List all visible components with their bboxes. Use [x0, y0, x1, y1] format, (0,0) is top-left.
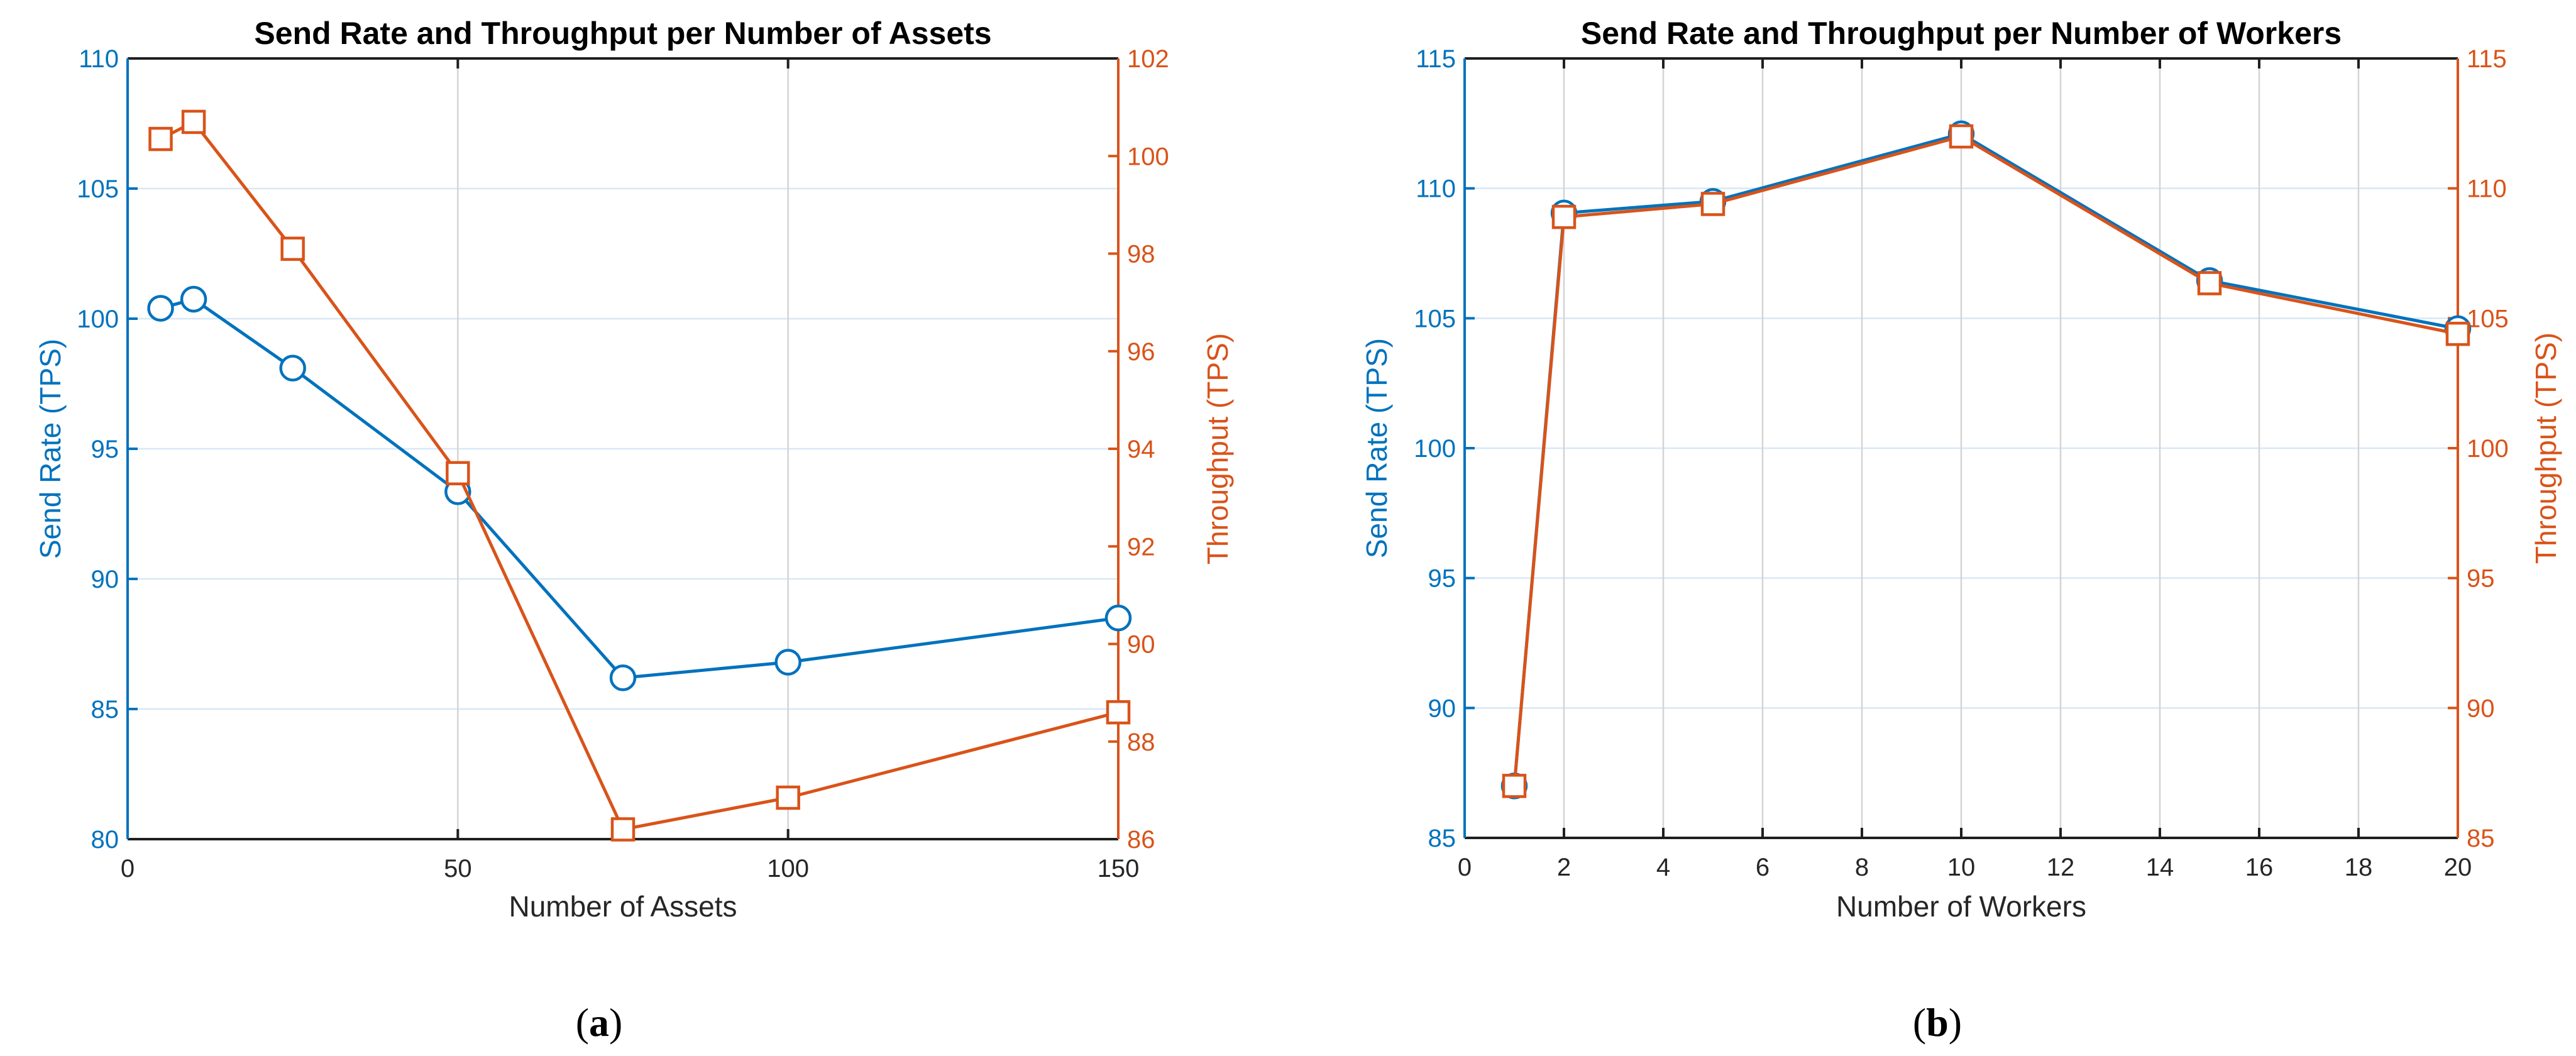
x-axis-tick-label: 16 — [2245, 854, 2274, 881]
x-axis-tick-label: 10 — [1947, 854, 1976, 881]
square-marker — [446, 461, 470, 486]
square-marker — [1551, 204, 1577, 229]
right-axis-tick-label: 98 — [1127, 241, 1155, 268]
x-axis-label: Number of Assets — [509, 890, 737, 923]
x-axis-label: Number of Workers — [1836, 890, 2086, 923]
square-marker — [280, 236, 305, 261]
left-axis-label: Send Rate (TPS) — [34, 339, 67, 559]
square-marker — [776, 785, 800, 810]
square-marker — [181, 109, 206, 135]
caption-paren-open: ( — [576, 1000, 589, 1045]
right-axis-tick-label: 90 — [1127, 631, 1155, 659]
x-axis-tick-label: 14 — [2146, 854, 2174, 881]
circle-marker — [774, 649, 801, 676]
chart-b-series-line-throughput — [1512, 135, 2460, 788]
right-axis-tick-label: 100 — [1127, 143, 1169, 170]
x-axis-tick-label: 8 — [1855, 854, 1869, 881]
right-axis-tick-label: 115 — [2467, 45, 2507, 73]
left-axis-tick-label: 100 — [77, 305, 119, 333]
left-axis-label: Send Rate (TPS) — [1360, 338, 1393, 558]
chart-a-series-line-throughput — [159, 120, 1120, 831]
right-axis-tick-label: 92 — [1127, 533, 1155, 561]
chart-a: 80 85 90 95 100 105 110 86 88 90 92 94 96 98 100 102 0 50… — [34, 16, 1234, 1045]
left-axis-tick-label: 105 — [1414, 305, 1456, 333]
chart-b: 85 90 95 100 105 110 115 85 90 95 100 105 110 115 0 2 4 6… — [1360, 16, 2562, 1045]
chart-title: Send Rate and Throughput per Number of W… — [1581, 16, 2342, 51]
caption-paren-close: ) — [1949, 1000, 1962, 1045]
circle-marker — [609, 664, 637, 691]
left-axis-tick-label: 110 — [79, 45, 119, 73]
circle-marker — [279, 355, 306, 382]
square-marker — [2197, 271, 2222, 295]
x-axis-tick-label: 2 — [1557, 854, 1571, 881]
x-axis-tick-label: 100 — [767, 855, 809, 883]
caption-paren-close: ) — [609, 1000, 622, 1045]
left-axis-tick-label: 90 — [91, 566, 119, 593]
x-axis-tick-label: 0 — [1458, 854, 1472, 881]
left-axis-tick-label: 105 — [77, 175, 119, 203]
right-axis-tick-label: 102 — [1127, 45, 1169, 73]
right-axis-tick-label: 88 — [1127, 729, 1155, 756]
x-axis-tick-label: 4 — [1656, 854, 1670, 881]
left-axis-tick-label: 100 — [1414, 435, 1456, 463]
left-axis-tick-label: 85 — [1428, 825, 1456, 852]
x-axis-tick-label: 0 — [121, 855, 135, 883]
right-axis-tick-label: 100 — [2467, 435, 2509, 463]
right-axis-label: Throughput (TPS) — [1201, 333, 1234, 564]
caption-paren-open: ( — [1913, 1000, 1926, 1045]
circle-marker — [180, 285, 207, 313]
right-axis-tick-label: 90 — [2467, 695, 2495, 722]
circle-marker — [1104, 604, 1132, 632]
subfigure-caption: (b) — [1913, 1000, 1962, 1045]
square-marker — [2445, 321, 2470, 346]
x-axis-tick-label: 20 — [2444, 854, 2472, 881]
chart-b-series-line-send-rate — [1512, 132, 2460, 788]
right-axis-tick-label: 85 — [2467, 825, 2495, 852]
chart-title: Send Rate and Throughput per Number of A… — [254, 16, 991, 51]
square-marker — [148, 126, 173, 151]
right-axis-label: Throughput (TPS) — [2529, 333, 2562, 564]
left-axis-tick-label: 95 — [91, 436, 119, 463]
left-axis-tick-label: 85 — [91, 696, 119, 723]
circle-marker — [147, 295, 174, 322]
left-axis-tick-label: 80 — [91, 826, 119, 854]
left-axis-tick-label: 110 — [1416, 175, 1456, 203]
left-axis-tick-label: 90 — [1428, 695, 1456, 722]
caption-letter: b — [1926, 1000, 1949, 1045]
right-axis-tick-label: 105 — [2467, 305, 2509, 333]
right-axis-tick-label: 96 — [1127, 338, 1155, 366]
right-axis-tick-label: 86 — [1127, 826, 1155, 854]
square-marker — [1502, 774, 1527, 798]
right-axis-tick-label: 95 — [2467, 565, 2495, 593]
x-axis-tick-label: 12 — [2047, 854, 2075, 881]
x-axis-tick-label: 6 — [1756, 854, 1770, 881]
caption-letter: a — [589, 1000, 609, 1045]
x-axis-tick-label: 18 — [2345, 854, 2373, 881]
square-marker — [610, 817, 636, 842]
chart-a-series-line-send-rate — [159, 297, 1120, 679]
subfigure-caption: (a) — [576, 1000, 623, 1045]
left-axis-tick-label: 115 — [1416, 45, 1456, 73]
square-marker — [1700, 192, 1726, 216]
x-axis-tick-label: 50 — [444, 855, 472, 883]
right-axis-tick-label: 110 — [2467, 175, 2507, 203]
square-marker — [1106, 700, 1131, 725]
x-axis-tick-label: 150 — [1098, 855, 1140, 883]
square-marker — [1949, 124, 1974, 149]
left-axis-tick-label: 95 — [1428, 565, 1456, 593]
right-axis-tick-label: 94 — [1127, 436, 1155, 463]
